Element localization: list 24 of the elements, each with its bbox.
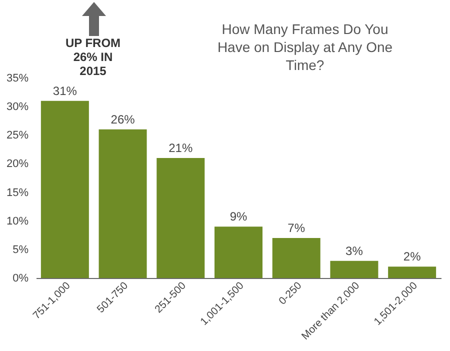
y-tick-label: 10% xyxy=(6,215,29,228)
bar xyxy=(214,226,262,278)
y-tick-label: 20% xyxy=(6,158,29,170)
bar xyxy=(330,260,378,278)
y-tick-label: 25% xyxy=(6,130,29,142)
data-label: 9% xyxy=(230,210,248,224)
y-tick-label: 0% xyxy=(12,272,29,284)
chart-title: How Many Frames Do You Have on Display at Any One Time? xyxy=(216,20,394,74)
data-label: 7% xyxy=(288,221,306,235)
text: UP FROM 26% IN 2015 xyxy=(64,36,122,78)
data-label: 3% xyxy=(346,244,364,258)
y-tick-label: 35% xyxy=(6,72,29,84)
bar xyxy=(388,266,436,278)
data-label: 26% xyxy=(110,112,136,126)
bar xyxy=(98,129,147,278)
data-label: 2% xyxy=(403,250,422,264)
data-label: 21% xyxy=(168,141,193,155)
y-tick-label: 5% xyxy=(12,244,29,256)
y-tick-label: 15% xyxy=(6,186,29,199)
data-label: 31% xyxy=(52,84,78,98)
bar xyxy=(156,158,205,278)
bar xyxy=(272,238,320,278)
y-tick-label: 30% xyxy=(6,101,29,114)
bar xyxy=(40,100,89,278)
